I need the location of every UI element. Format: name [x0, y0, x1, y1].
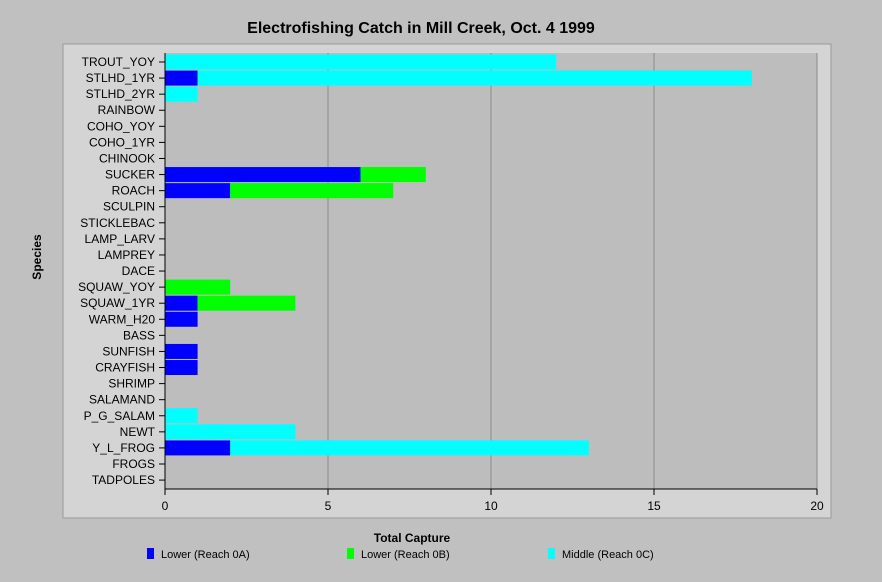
x-tick-label: 20	[810, 499, 824, 513]
x-tick-label: 0	[162, 499, 169, 513]
bar	[165, 343, 198, 359]
grid	[327, 53, 818, 489]
y-tick-label: SUCKER	[105, 168, 155, 182]
y-tick-label: STLHD_2YR	[86, 87, 156, 101]
bar	[197, 295, 296, 311]
bar	[165, 360, 198, 376]
legend-label: Middle (Reach 0C)	[562, 549, 654, 561]
y-tick-label: CRAYFISH	[95, 361, 155, 375]
bars	[165, 54, 752, 456]
x-tick-label: 10	[484, 499, 498, 513]
y-tick-label: SHRIMP	[108, 377, 155, 391]
legend-swatch	[548, 548, 555, 559]
bar	[165, 295, 198, 311]
legend-label: Lower (Reach 0B)	[361, 549, 450, 561]
chart-title: Electrofishing Catch in Mill Creek, Oct.…	[247, 20, 595, 37]
bar	[165, 424, 296, 440]
y-tick-label: TROUT_YOY	[82, 55, 155, 69]
category-labels: TROUT_YOY STLHD_1YR STLHD_2YR RAINBOW COHO_Y…	[78, 55, 156, 487]
y-tick-label: FROGS	[112, 457, 155, 471]
legend-label: Lower (Reach 0A)	[161, 549, 250, 561]
y-tick-label: SCULPIN	[103, 200, 155, 214]
y-tick-label: LAMPREY	[98, 248, 155, 262]
y-tick-label: DACE	[122, 264, 155, 278]
legend-swatch	[147, 548, 154, 559]
y-tick-label: STLHD_1YR	[86, 71, 156, 85]
y-tick-label: CHINOOK	[99, 151, 155, 165]
y-tick-label: NEWT	[120, 425, 156, 439]
legend: Lower (Reach 0A) Lower (Reach 0B) Middle (…	[147, 548, 654, 561]
y-tick-label: WARM_H20	[89, 312, 156, 326]
x-tick-labels: 0 5 10 15 20	[162, 499, 824, 513]
bar	[165, 86, 198, 102]
bar	[165, 440, 231, 456]
bar	[165, 54, 557, 70]
bar	[230, 440, 589, 456]
x-tick-label: 15	[647, 499, 661, 513]
y-tick-label: SQUAW_YOY	[78, 280, 155, 294]
y-tick-label: COHO_YOY	[87, 119, 155, 133]
y-tick-label: ROACH	[112, 184, 155, 198]
y-tick-label: COHO_1YR	[89, 135, 155, 149]
y-tick-label: RAINBOW	[98, 103, 156, 117]
bar	[165, 279, 231, 295]
x-axis-label: Total Capture	[374, 531, 451, 545]
y-axis-label: Species	[30, 234, 44, 280]
y-tick-label: SQUAW_1YR	[80, 296, 155, 310]
y-tick-label: Y_L_FROG	[92, 441, 155, 455]
bar	[230, 183, 394, 199]
y-tick-label: LAMP_LARV	[85, 232, 155, 246]
y-tick-label: BASS	[123, 328, 155, 342]
bar	[165, 183, 231, 199]
bar	[360, 167, 426, 183]
y-tick-label: SALAMAND	[89, 393, 155, 407]
axes	[159, 53, 818, 495]
bar	[165, 408, 198, 424]
bar	[165, 167, 361, 183]
bar	[197, 70, 752, 86]
y-tick-label: SUNFISH	[102, 344, 155, 358]
y-tick-label: TADPOLES	[92, 473, 155, 487]
y-tick-label: STICKLEBAC	[80, 216, 155, 230]
bar	[165, 70, 198, 86]
y-tick-label: P_G_SALAM	[84, 409, 155, 423]
bar	[165, 311, 198, 327]
legend-swatch	[347, 548, 354, 559]
x-tick-label: 5	[325, 499, 332, 513]
